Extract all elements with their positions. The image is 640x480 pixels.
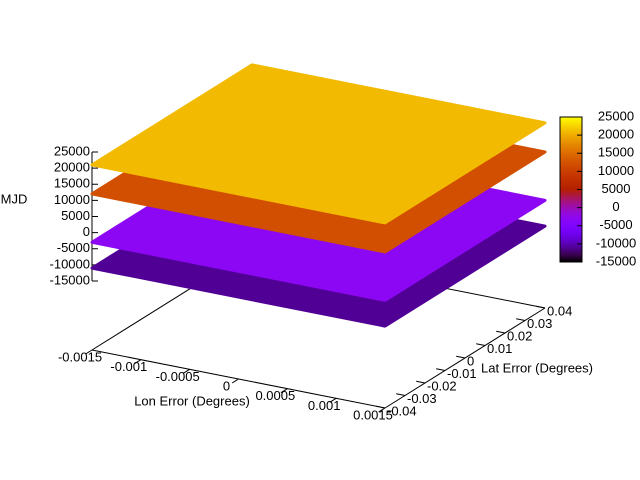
y-axis-label: Lat Error (Degrees)	[481, 360, 593, 375]
x-tick-label: -0.0005	[156, 369, 200, 384]
x-tick-label: 0	[223, 378, 230, 393]
y-tick	[516, 318, 526, 321]
x-tick-label: -0.0015	[58, 349, 102, 364]
y-tick	[376, 405, 386, 409]
surface-layer	[90, 63, 547, 225]
x-tick	[183, 368, 190, 374]
x-tick-label: 0.001	[308, 398, 341, 413]
y-tick	[536, 305, 546, 309]
y-tick	[456, 355, 466, 359]
z-tick-label: 15000	[54, 176, 90, 191]
x-tick	[85, 349, 93, 355]
y-tick-label: 0.04	[547, 303, 572, 318]
y-tick-label: -0.03	[407, 391, 437, 406]
y-tick-label: -0.01	[447, 366, 477, 381]
colorbar-tick-label: -10000	[596, 235, 636, 250]
y-tick	[396, 393, 406, 396]
colorbar-tick-label: 0	[612, 199, 619, 214]
x-tick	[134, 359, 142, 365]
colorbar-tick-label: 25000	[598, 108, 634, 123]
y-tick-label: 0.03	[527, 316, 552, 331]
z-tick-label: -15000	[50, 272, 90, 287]
y-tick	[436, 368, 446, 371]
y-tick-label: -0.02	[427, 378, 457, 393]
y-tick-label: 0.02	[507, 328, 532, 343]
z-tick-label: 10000	[54, 192, 90, 207]
y-tick	[416, 380, 426, 384]
y-tick-label: 0	[467, 353, 474, 368]
y-tick	[496, 330, 506, 334]
z-axis-label: MJD	[1, 191, 28, 206]
colorbar-tick-label: 5000	[602, 181, 631, 196]
z-tick-label: -5000	[57, 240, 90, 255]
z-tick-label: -10000	[50, 256, 90, 271]
colorbar-tick-label: -5000	[599, 217, 632, 232]
colorbar-tick-label: 20000	[598, 127, 634, 142]
x-tick	[280, 388, 288, 394]
colorbar-tick-label: 15000	[598, 145, 634, 160]
colorbar-tick-label: -15000	[596, 253, 636, 268]
x-tick	[231, 378, 239, 384]
x-tick-label: -0.001	[110, 359, 147, 374]
y-tick	[476, 343, 486, 346]
x-tick	[378, 407, 386, 413]
y-tick-label: -0.04	[387, 403, 417, 418]
colorbar-tick-label: 10000	[598, 163, 634, 178]
x-tick-label: 0.0005	[255, 388, 295, 403]
z-tick-label: 20000	[54, 160, 90, 175]
x-tick-label: 0.0015	[353, 407, 393, 422]
x-tick	[329, 397, 337, 403]
y-tick-label: 0.01	[487, 341, 512, 356]
z-tick-label: 5000	[61, 208, 90, 223]
z-tick-label: 0	[83, 224, 90, 239]
z-tick-label: 25000	[54, 143, 90, 158]
x-axis-label: Lon Error (Degrees)	[134, 393, 250, 408]
